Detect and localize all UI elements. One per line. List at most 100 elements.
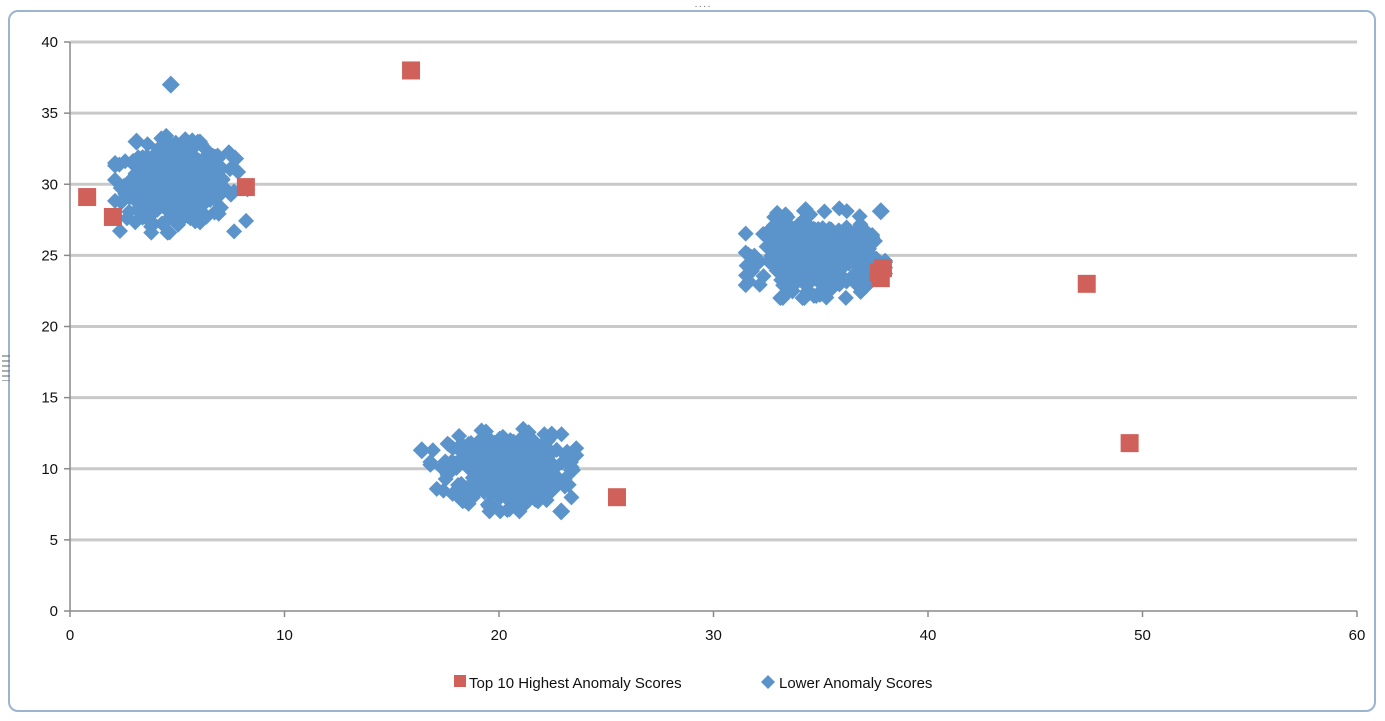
data-point-lower-anomaly: [178, 187, 195, 204]
data-point-lower-anomaly: [412, 441, 431, 460]
data-point-lower-anomaly: [461, 461, 478, 478]
tick-label-y: 25: [41, 247, 58, 264]
data-point-lower-anomaly: [130, 156, 147, 173]
data-point-lower-anomaly: [556, 478, 573, 495]
data-point-top-anomaly: [78, 188, 97, 207]
data-point-lower-anomaly: [184, 132, 201, 149]
data-point-lower-anomaly: [127, 132, 146, 151]
data-point-lower-anomaly: [740, 273, 757, 290]
resize-handle-top-icon[interactable]: ····: [694, 1, 712, 12]
data-point-lower-anomaly: [451, 428, 468, 445]
data-point-lower-anomaly: [165, 199, 182, 216]
data-point-top-anomaly: [103, 207, 122, 226]
data-point-lower-anomaly: [823, 221, 840, 238]
axes: 0 5 10 15 20 25 30 35 40 0 10 20 30 40 50 60: [41, 34, 1365, 644]
tick-label-y: 10: [41, 461, 58, 478]
tick-label-y: 15: [41, 390, 58, 407]
tick-label-x: 60: [1349, 627, 1366, 644]
data-point-lower-anomaly: [507, 495, 524, 512]
data-point-lower-anomaly: [107, 157, 124, 174]
data-point-lower-anomaly: [786, 276, 803, 293]
data-point-lower-anomaly: [454, 493, 471, 510]
data-point-lower-anomaly: [811, 286, 828, 303]
legend-label-lower: Lower Anomaly Scores: [779, 675, 932, 692]
data-point-lower-anomaly: [811, 272, 828, 289]
data-point-lower-anomaly: [802, 230, 819, 247]
data-point-lower-anomaly: [160, 162, 177, 179]
data-point-lower-anomaly: [135, 170, 152, 187]
tick-label-x: 20: [491, 627, 508, 644]
tick-label-x: 50: [1134, 627, 1151, 644]
data-point-lower-anomaly: [552, 502, 571, 521]
data-point-lower-anomaly: [539, 462, 556, 479]
data-point-lower-anomaly: [522, 455, 539, 472]
data-point-top-anomaly: [1120, 434, 1139, 453]
data-point-lower-anomaly: [746, 247, 763, 264]
data-point-lower-anomaly: [202, 151, 219, 168]
data-point-top-anomaly: [1077, 274, 1096, 293]
data-point-lower-anomaly: [216, 182, 233, 199]
tick-label-x: 30: [705, 627, 722, 644]
data-point-lower-anomaly: [852, 237, 869, 254]
data-point-lower-anomaly: [537, 472, 554, 489]
data-point-lower-anomaly: [774, 246, 791, 263]
tick-label-y: 40: [41, 34, 58, 51]
data-point-lower-anomaly: [737, 225, 754, 242]
data-point-lower-anomaly: [214, 171, 231, 188]
data-point-lower-anomaly: [187, 176, 204, 193]
data-point-lower-anomaly: [479, 496, 496, 513]
data-point-lower-anomaly: [775, 234, 792, 251]
data-point-lower-anomaly: [831, 200, 848, 217]
data-point-lower-anomaly: [818, 233, 835, 250]
data-point-lower-anomaly: [845, 253, 862, 270]
data-point-lower-anomaly: [453, 475, 470, 492]
data-point-lower-anomaly: [544, 482, 561, 499]
data-point-lower-anomaly: [159, 224, 176, 241]
data-point-top-anomaly: [402, 61, 421, 80]
data-point-lower-anomaly: [443, 453, 460, 470]
data-point-lower-anomaly: [226, 223, 243, 240]
data-point-top-anomaly: [236, 178, 255, 197]
data-point-lower-anomaly: [202, 167, 219, 184]
tick-label-x: 40: [920, 627, 937, 644]
data-point-lower-anomaly: [539, 432, 556, 449]
data-point-lower-anomaly: [141, 184, 158, 201]
data-point-lower-anomaly: [755, 268, 772, 285]
data-point-lower-anomaly: [121, 189, 138, 206]
resize-handle-left-icon[interactable]: [2, 355, 10, 381]
data-point-lower-anomaly: [816, 203, 833, 220]
legend-marker-lower: [761, 675, 775, 689]
data-point-lower-anomaly: [238, 212, 255, 229]
data-point-lower-anomaly: [477, 423, 494, 440]
data-point-lower-anomaly: [206, 204, 223, 221]
data-point-lower-anomaly: [127, 214, 144, 231]
data-point-lower-anomaly: [501, 492, 518, 509]
data-point-top-anomaly: [607, 488, 626, 507]
data-point-lower-anomaly: [828, 255, 845, 272]
data-point-lower-anomaly: [562, 461, 581, 480]
chart-frame: [8, 10, 1376, 712]
data-point-lower-anomaly: [230, 163, 247, 180]
tick-label-y: 20: [41, 319, 58, 336]
tick-label-x: 10: [276, 627, 293, 644]
data-point-lower-anomaly: [192, 195, 209, 212]
data-point-lower-anomaly: [798, 264, 815, 281]
data-point-lower-anomaly: [860, 226, 877, 243]
data-point-lower-anomaly: [506, 469, 523, 486]
data-point-lower-anomaly: [500, 434, 517, 451]
data-point-lower-anomaly: [226, 149, 245, 168]
data-point-lower-anomaly: [781, 260, 798, 277]
data-point-lower-anomaly: [491, 468, 508, 485]
data-point-lower-anomaly: [422, 454, 439, 471]
data-point-lower-anomaly: [523, 475, 540, 492]
data-point-top-anomaly: [869, 263, 888, 282]
series-lower-anomaly-scores: [107, 75, 894, 521]
data-point-lower-anomaly: [761, 227, 778, 244]
data-point-lower-anomaly: [548, 441, 565, 458]
legend-marker-top-10: [454, 675, 466, 687]
data-point-lower-anomaly: [568, 440, 585, 457]
data-point-lower-anomaly: [852, 283, 869, 300]
data-point-lower-anomaly: [424, 442, 441, 459]
data-point-lower-anomaly: [179, 208, 196, 225]
